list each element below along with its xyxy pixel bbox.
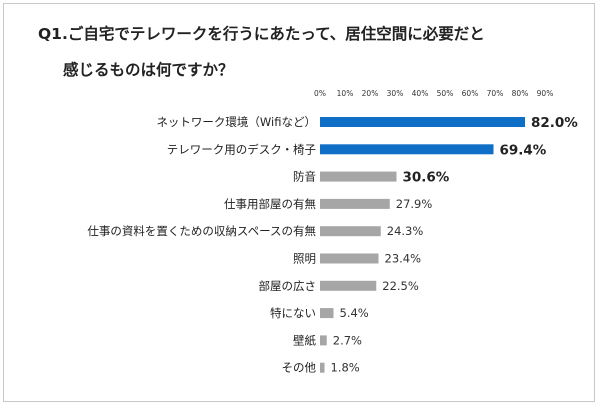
category-label: 照明	[293, 252, 316, 266]
category-label: 壁紙	[293, 333, 316, 347]
value-label: 69.4%	[500, 142, 547, 158]
category-label: 部屋の広さ	[259, 279, 317, 293]
bar	[320, 335, 327, 346]
value-label: 2.7%	[333, 333, 362, 347]
value-label: 1.8%	[331, 361, 360, 375]
x-tick-label: 0%	[314, 89, 326, 98]
bar	[320, 117, 525, 127]
value-label: 23.4%	[385, 252, 422, 266]
category-label: ネットワーク環境（Wifiなど）	[156, 115, 316, 129]
bar	[320, 226, 381, 237]
chart-title-line-1: Q1.ご自宅でテレワークを行うにあたって、居住空間に必要だと	[38, 25, 485, 43]
bar	[320, 308, 334, 319]
category-label: テレワーク用のデスク・椅子	[167, 142, 316, 156]
bar	[320, 171, 397, 182]
x-tick-label: 60%	[462, 89, 479, 98]
x-tick-label: 30%	[387, 89, 404, 98]
category-label: その他	[282, 361, 317, 375]
category-label: 防音	[293, 170, 316, 184]
x-tick-label: 40%	[412, 89, 429, 98]
value-label: 22.5%	[382, 279, 419, 293]
value-label: 5.4%	[340, 306, 369, 320]
x-tick-label: 90%	[537, 89, 554, 98]
bar	[320, 144, 494, 155]
value-label: 82.0%	[531, 115, 578, 131]
category-label: 仕事の資料を置くための収納スペースの有無	[87, 224, 316, 238]
bar	[320, 253, 379, 264]
category-label: 仕事用部屋の有無	[224, 197, 316, 211]
x-tick-label: 50%	[437, 89, 454, 98]
x-tick-label: 70%	[487, 89, 504, 98]
bar	[320, 280, 377, 291]
x-tick-label: 80%	[512, 89, 529, 98]
x-tick-label: 10%	[337, 89, 354, 98]
bar	[320, 362, 325, 373]
bar	[320, 198, 390, 209]
category-label: 特にない	[270, 306, 316, 320]
x-tick-label: 20%	[362, 89, 379, 98]
value-label: 30.6%	[403, 170, 450, 186]
chart-title-line-2: 感じるものは何ですか？	[63, 61, 234, 79]
chart-frame	[3, 3, 595, 402]
value-label: 24.3%	[387, 224, 424, 238]
value-label: 27.9%	[396, 197, 433, 211]
